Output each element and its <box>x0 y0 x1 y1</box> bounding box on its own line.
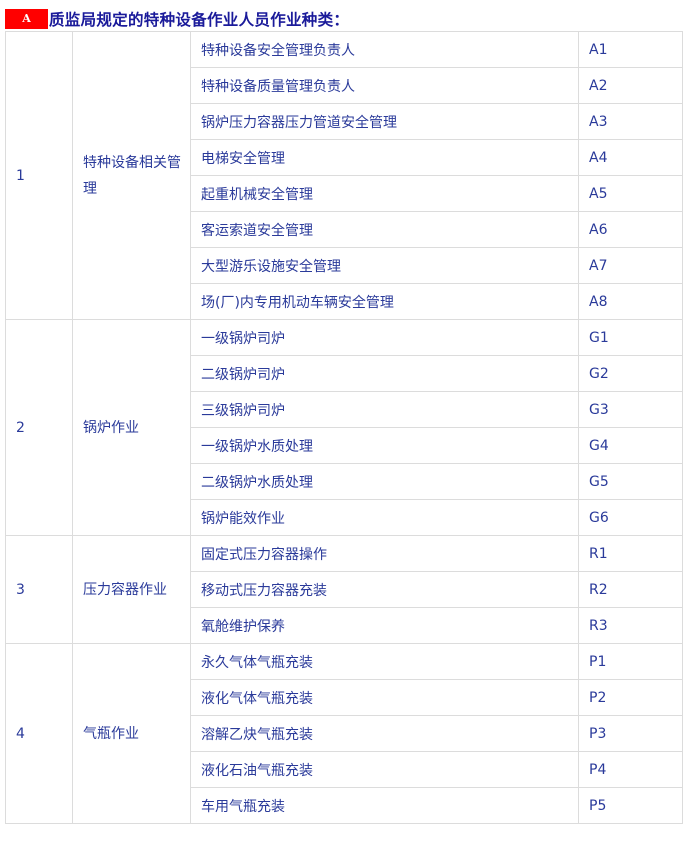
table-row: 移动式压力容器充装 R2 <box>6 571 683 608</box>
job-type-name: 特种设备质量管理负责人 <box>190 67 579 104</box>
table-row: 车用气瓶充装 P5 <box>6 787 683 824</box>
table-row: 客运索道安全管理 A6 <box>6 211 683 248</box>
group-number: 3 <box>5 535 73 644</box>
table-row: 2 锅炉作业 一级锅炉司炉 G1 <box>5 319 683 536</box>
table-row: 锅炉能效作业 G6 <box>6 499 683 536</box>
job-type-name: 场(厂)内专用机动车辆安全管理 <box>190 283 579 320</box>
job-type-code: R2 <box>578 571 683 608</box>
job-type-name: 溶解乙炔气瓶充装 <box>190 715 579 752</box>
table-row: 液化石油气瓶充装 P4 <box>6 751 683 788</box>
section-title-text: 质监局规定的特种设备作业人员作业种类： <box>49 11 350 29</box>
job-type-code: A6 <box>578 211 683 248</box>
table-row: 二级锅炉司炉 G2 <box>6 355 683 392</box>
job-type-code: P2 <box>578 679 683 716</box>
table-row: 特种设备质量管理负责人 A2 <box>6 67 683 104</box>
table-row: 溶解乙炔气瓶充装 P3 <box>6 715 683 752</box>
table-row: 二级锅炉水质处理 G5 <box>6 463 683 500</box>
job-type-name: 特种设备安全管理负责人 <box>190 31 579 68</box>
job-type-name: 起重机械安全管理 <box>190 175 579 212</box>
job-type-code: A1 <box>578 31 683 68</box>
job-type-code: G2 <box>578 355 683 392</box>
job-type-name: 二级锅炉水质处理 <box>190 463 579 500</box>
table-row: 4 气瓶作业 永久气体气瓶充装 P1 <box>5 643 683 824</box>
table-row: 电梯安全管理 A4 <box>6 139 683 176</box>
table-row: 起重机械安全管理 A5 <box>6 175 683 212</box>
table-row: 液化气体气瓶充装 P2 <box>6 679 683 716</box>
job-type-name: 液化石油气瓶充装 <box>190 751 579 788</box>
job-type-code: G1 <box>578 319 683 356</box>
job-type-code: G3 <box>578 391 683 428</box>
job-type-name: 一级锅炉水质处理 <box>190 427 579 464</box>
group-number: 2 <box>5 319 73 536</box>
job-type-name: 液化气体气瓶充装 <box>190 679 579 716</box>
job-type-name: 永久气体气瓶充装 <box>190 643 579 680</box>
job-type-code: R3 <box>578 607 683 644</box>
job-type-name: 固定式压力容器操作 <box>190 535 579 572</box>
group-category: 特种设备相关管理 <box>72 31 191 320</box>
section-title: A 质监局规定的特种设备作业人员作业种类： <box>5 8 349 30</box>
job-type-code: P3 <box>578 715 683 752</box>
job-type-name: 客运索道安全管理 <box>190 211 579 248</box>
group-number: 1 <box>5 31 73 320</box>
job-type-code: A2 <box>578 67 683 104</box>
job-type-code: A7 <box>578 247 683 284</box>
job-type-code: P1 <box>578 643 683 680</box>
table-row: 1 特种设备相关管理 特种设备安全管理负责人 A1 <box>5 31 683 320</box>
group-category: 锅炉作业 <box>72 319 191 536</box>
group-category: 压力容器作业 <box>72 535 191 644</box>
job-type-code: P4 <box>578 751 683 788</box>
table-row: 场(厂)内专用机动车辆安全管理 A8 <box>6 283 683 320</box>
operator-category-table: 1 特种设备相关管理 特种设备安全管理负责人 A1 特种设备质量管理负责人 A2 锅炉压力容… <box>5 31 683 824</box>
table-row: 3 压力容器作业 固定式压力容器操作 R1 <box>5 535 683 644</box>
table-row: 三级锅炉司炉 G3 <box>6 391 683 428</box>
job-type-name: 氧舱维护保养 <box>190 607 579 644</box>
job-type-code: A5 <box>578 175 683 212</box>
job-type-code: A4 <box>578 139 683 176</box>
job-type-code: A8 <box>578 283 683 320</box>
job-type-name: 锅炉压力容器压力管道安全管理 <box>190 103 579 140</box>
job-type-name: 锅炉能效作业 <box>190 499 579 536</box>
job-type-code: P5 <box>578 787 683 824</box>
job-type-code: G6 <box>578 499 683 536</box>
job-type-name: 二级锅炉司炉 <box>190 355 579 392</box>
table-row: 大型游乐设施安全管理 A7 <box>6 247 683 284</box>
job-type-code: A3 <box>578 103 683 140</box>
section-badge: A <box>5 9 48 29</box>
job-type-code: G4 <box>578 427 683 464</box>
job-type-name: 三级锅炉司炉 <box>190 391 579 428</box>
table-row: 氧舱维护保养 R3 <box>6 607 683 644</box>
job-type-name: 移动式压力容器充装 <box>190 571 579 608</box>
job-type-name: 一级锅炉司炉 <box>190 319 579 356</box>
job-type-name: 车用气瓶充装 <box>190 787 579 824</box>
job-type-name: 电梯安全管理 <box>190 139 579 176</box>
group-category: 气瓶作业 <box>72 643 191 824</box>
table-row: 锅炉压力容器压力管道安全管理 A3 <box>6 103 683 140</box>
group-number: 4 <box>5 643 73 824</box>
job-type-code: G5 <box>578 463 683 500</box>
job-type-code: R1 <box>578 535 683 572</box>
job-type-name: 大型游乐设施安全管理 <box>190 247 579 284</box>
